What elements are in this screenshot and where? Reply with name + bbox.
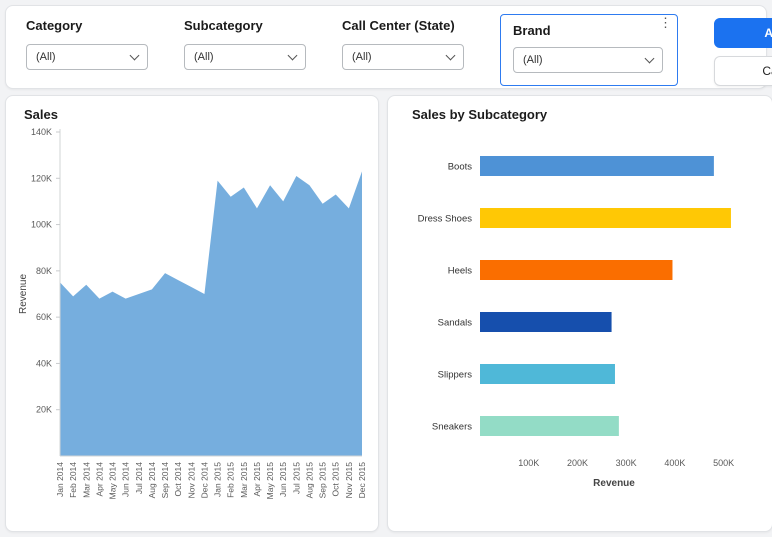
brand-dropdown-value: (All) xyxy=(523,54,543,66)
svg-text:Jun 2014: Jun 2014 xyxy=(121,462,131,497)
svg-text:400K: 400K xyxy=(664,458,685,468)
svg-text:80K: 80K xyxy=(36,266,52,276)
filter-brand-label: Brand xyxy=(513,23,551,38)
svg-text:Aug 2015: Aug 2015 xyxy=(304,462,314,499)
call-center-state-dropdown-value: (All) xyxy=(352,51,372,63)
sales-by-subcategory-bar-chart[interactable]: Boots Dress Shoes Heels Sandals Slippers Snea… xyxy=(398,122,762,518)
svg-text:Oct 2014: Oct 2014 xyxy=(173,462,183,497)
svg-text:Slippers: Slippers xyxy=(438,370,473,381)
svg-text:500K: 500K xyxy=(713,458,734,468)
chevron-down-icon xyxy=(287,50,298,60)
sales-area-chart[interactable]: 20K 40K 60K 80K 100K 120K 140K Jan 2014 Feb 2014… xyxy=(16,122,368,518)
filter-subcategory: Subcategory (All) xyxy=(184,18,306,70)
svg-text:Oct 2015: Oct 2015 xyxy=(331,462,341,497)
svg-text:Dec 2014: Dec 2014 xyxy=(199,462,209,499)
svg-text:Jul 2014: Jul 2014 xyxy=(134,462,144,494)
apply-button[interactable]: Apply xyxy=(714,18,772,48)
svg-text:Sep 2014: Sep 2014 xyxy=(160,462,170,499)
svg-text:Jan 2015: Jan 2015 xyxy=(213,462,223,497)
sales-by-subcategory-panel: Sales by Subcategory Boots Dress Shoes Hee… xyxy=(387,95,772,532)
svg-text:Feb 2015: Feb 2015 xyxy=(226,462,236,498)
svg-text:100K: 100K xyxy=(31,220,52,230)
kebab-menu-icon[interactable]: ⋮ xyxy=(659,15,672,30)
svg-text:Apr 2014: Apr 2014 xyxy=(94,462,104,497)
filter-call-center-state: Call Center (State) (All) xyxy=(342,18,464,70)
filter-brand-selected[interactable]: ⋮ Brand (All) xyxy=(500,14,678,86)
svg-text:20K: 20K xyxy=(36,405,52,415)
subcategory-dropdown[interactable]: (All) xyxy=(184,44,306,70)
category-dropdown[interactable]: (All) xyxy=(26,44,148,70)
filter-subcategory-label: Subcategory xyxy=(184,18,263,33)
svg-text:Revenue: Revenue xyxy=(18,274,29,314)
svg-text:140K: 140K xyxy=(31,127,52,137)
svg-text:60K: 60K xyxy=(36,312,52,322)
svg-text:Nov 2015: Nov 2015 xyxy=(344,462,354,499)
svg-text:Nov 2014: Nov 2014 xyxy=(186,462,196,499)
sales-chart-title: Sales xyxy=(24,107,58,122)
svg-text:Jul 2015: Jul 2015 xyxy=(291,462,301,494)
chevron-down-icon xyxy=(129,50,140,60)
svg-text:Feb 2014: Feb 2014 xyxy=(68,462,78,498)
svg-text:Jun 2015: Jun 2015 xyxy=(278,462,288,497)
chevron-down-icon xyxy=(445,50,456,60)
svg-text:Sandals: Sandals xyxy=(438,318,473,329)
svg-text:Heels: Heels xyxy=(448,266,473,277)
filter-bar: Category (All) Subcategory (All) Call Ce… xyxy=(5,5,772,89)
svg-text:Boots: Boots xyxy=(448,162,473,173)
svg-text:40K: 40K xyxy=(36,358,52,368)
filter-call-center-state-label: Call Center (State) xyxy=(342,18,455,33)
brand-dropdown[interactable]: (All) xyxy=(513,47,663,73)
call-center-state-dropdown[interactable]: (All) xyxy=(342,44,464,70)
svg-text:May 2014: May 2014 xyxy=(108,462,118,500)
svg-text:120K: 120K xyxy=(31,173,52,183)
chevron-down-icon xyxy=(644,53,655,63)
svg-text:200K: 200K xyxy=(567,458,588,468)
filter-actions: Apply Cancel xyxy=(714,18,772,86)
svg-text:Dress Shoes: Dress Shoes xyxy=(418,214,473,225)
charts-row: Sales 20K 40K 60K 80K 100K 120K 140K Jan 2014 Fe… xyxy=(5,95,772,532)
subcategory-dropdown-value: (All) xyxy=(194,51,214,63)
svg-text:Sep 2015: Sep 2015 xyxy=(318,462,328,499)
svg-text:Revenue: Revenue xyxy=(593,478,635,489)
category-dropdown-value: (All) xyxy=(36,51,56,63)
filter-category-label: Category xyxy=(26,18,83,33)
filter-category: Category (All) xyxy=(26,18,148,70)
svg-text:Sneakers: Sneakers xyxy=(432,422,472,433)
svg-text:Apr 2015: Apr 2015 xyxy=(252,462,262,497)
svg-text:Jan 2014: Jan 2014 xyxy=(55,462,65,497)
svg-text:Aug 2014: Aug 2014 xyxy=(147,462,157,499)
svg-text:100K: 100K xyxy=(518,458,539,468)
sales-by-subcategory-title: Sales by Subcategory xyxy=(412,107,548,122)
sales-chart-panel: Sales 20K 40K 60K 80K 100K 120K 140K Jan 2014 Fe… xyxy=(5,95,379,532)
svg-text:Mar 2015: Mar 2015 xyxy=(239,462,249,498)
svg-text:Mar 2014: Mar 2014 xyxy=(81,462,91,498)
svg-text:300K: 300K xyxy=(616,458,637,468)
cancel-button[interactable]: Cancel xyxy=(714,56,772,86)
svg-text:Dec 2015: Dec 2015 xyxy=(357,462,367,499)
svg-text:May 2015: May 2015 xyxy=(265,462,275,500)
